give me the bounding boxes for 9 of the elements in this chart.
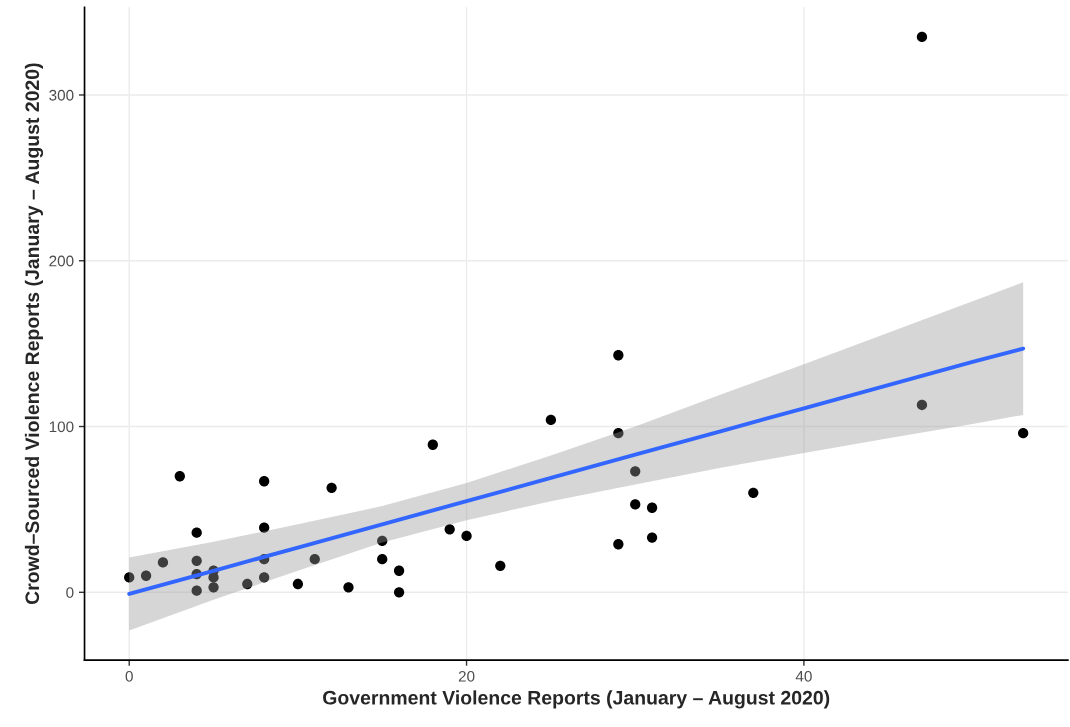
y-tick-label: 300 bbox=[49, 89, 74, 101]
y-tick-label: 100 bbox=[49, 421, 74, 433]
y-axis-title: Crowd–Sourced Violence Reports (January – August 2020) bbox=[24, 63, 44, 605]
x-axis-title: Government Violence Reports (January – August 2020) bbox=[323, 690, 830, 709]
y-tick-label: 200 bbox=[49, 255, 74, 267]
x-tick-label: 0 bbox=[125, 670, 133, 682]
y-tick-label: 0 bbox=[66, 587, 74, 598]
x-tick-label: 40 bbox=[795, 670, 812, 682]
x-tick-label: 20 bbox=[458, 670, 475, 682]
